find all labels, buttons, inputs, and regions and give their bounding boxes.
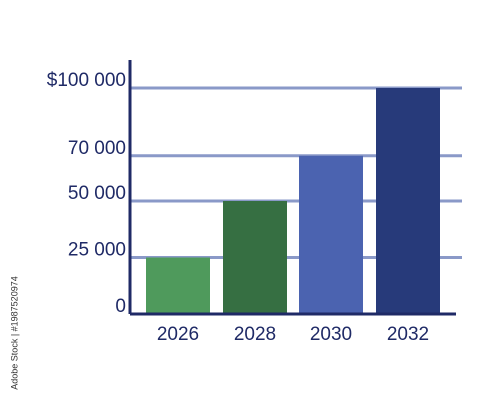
bar-2028	[223, 201, 287, 314]
y-tick-label: 50 000	[68, 183, 126, 204]
x-tick-label: 2032	[387, 324, 429, 345]
x-tick-labels: 2026 2028 2030 2032	[157, 324, 429, 345]
bars	[146, 88, 440, 314]
y-tick-label: 25 000	[68, 240, 126, 261]
y-tick-labels: 0 25 000 50 000 70 000 $100 000	[47, 70, 126, 317]
y-tick-label: 0	[115, 296, 126, 317]
x-tick-label: 2028	[234, 324, 276, 345]
stock-id-watermark: Adobe Stock | #1987520974	[2, 276, 20, 390]
bar-2026	[146, 257, 210, 314]
axes	[128, 60, 456, 316]
bar-2032	[376, 88, 440, 314]
stock-id-text: Adobe Stock | #1987520974	[9, 276, 20, 390]
x-tick-label: 2030	[310, 324, 352, 345]
y-tick-label: $100 000	[47, 70, 126, 91]
x-tick-label: 2026	[157, 324, 199, 345]
bar-2030	[299, 155, 363, 314]
y-tick-label: 70 000	[68, 138, 126, 159]
